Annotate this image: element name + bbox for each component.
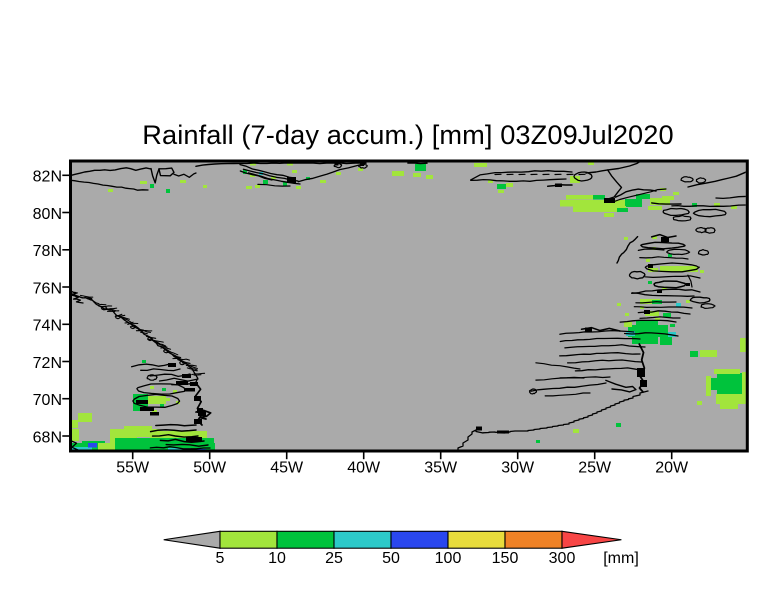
svg-text:72N: 72N xyxy=(33,355,62,372)
svg-text:40W: 40W xyxy=(347,460,381,477)
svg-text:25: 25 xyxy=(325,550,343,567)
svg-text:35W: 35W xyxy=(424,460,458,477)
svg-text:80N: 80N xyxy=(33,206,62,223)
svg-text:25W: 25W xyxy=(578,460,612,477)
svg-text:100: 100 xyxy=(435,550,462,567)
svg-text:70N: 70N xyxy=(33,392,62,409)
svg-text:10: 10 xyxy=(268,550,286,567)
svg-text:5: 5 xyxy=(216,550,225,567)
svg-text:45W: 45W xyxy=(270,460,304,477)
svg-text:78N: 78N xyxy=(33,243,62,260)
svg-text:74N: 74N xyxy=(33,318,62,335)
svg-text:50: 50 xyxy=(382,550,400,567)
svg-text:68N: 68N xyxy=(33,429,62,446)
svg-text:Rainfall (7-day accum.) [mm] 0: Rainfall (7-day accum.) [mm] 03Z09Jul202… xyxy=(142,119,673,150)
svg-text:150: 150 xyxy=(492,550,519,567)
svg-text:50W: 50W xyxy=(193,460,227,477)
svg-text:20W: 20W xyxy=(655,460,689,477)
svg-text:[mm]: [mm] xyxy=(603,550,639,567)
svg-text:300: 300 xyxy=(549,550,576,567)
svg-text:76N: 76N xyxy=(33,280,62,297)
svg-text:55W: 55W xyxy=(116,460,150,477)
svg-text:82N: 82N xyxy=(33,169,62,186)
svg-text:30W: 30W xyxy=(501,460,535,477)
